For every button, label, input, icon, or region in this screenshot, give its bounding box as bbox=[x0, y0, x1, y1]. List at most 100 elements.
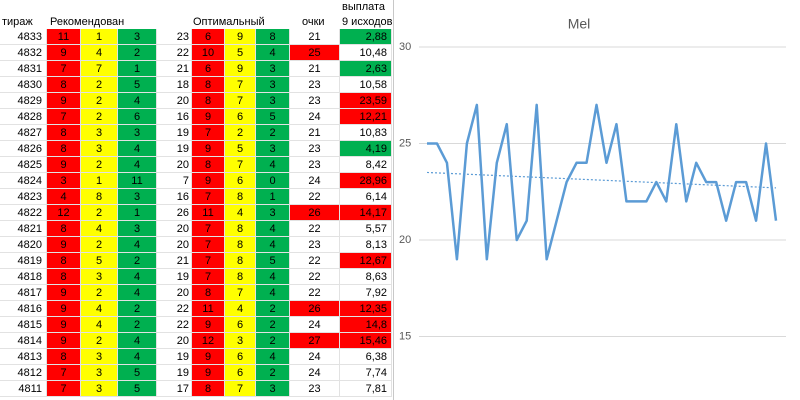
optimal-cell: 8 bbox=[256, 29, 290, 45]
points-cell: 23 bbox=[290, 381, 340, 397]
recommended-cell: 3 bbox=[118, 29, 157, 45]
recommended-cell: 2 bbox=[81, 237, 118, 253]
optimal-cell: 8 bbox=[192, 381, 225, 397]
recommended-cell: 4 bbox=[118, 285, 157, 301]
draw-number: 4816 bbox=[0, 301, 47, 317]
sum-cell: 18 bbox=[157, 77, 192, 93]
recommended-cell: 9 bbox=[47, 93, 81, 109]
sum-cell: 22 bbox=[157, 317, 192, 333]
recommended-cell: 4 bbox=[81, 221, 118, 237]
points-cell: 23 bbox=[290, 237, 340, 253]
optimal-cell: 8 bbox=[192, 157, 225, 173]
draw-number: 4813 bbox=[0, 349, 47, 365]
draw-number: 4830 bbox=[0, 77, 47, 93]
optimal-cell: 9 bbox=[192, 173, 225, 189]
recommended-cell: 2 bbox=[81, 205, 118, 221]
data-line bbox=[427, 103, 778, 261]
draw-number: 4822 bbox=[0, 205, 47, 221]
recommended-cell: 3 bbox=[81, 349, 118, 365]
recommended-cell: 2 bbox=[118, 253, 157, 269]
header: Рекомендован bbox=[50, 16, 125, 28]
recommended-cell: 7 bbox=[47, 61, 81, 77]
optimal-cell: 3 bbox=[256, 205, 290, 221]
header: 9 исходов bbox=[342, 16, 393, 28]
recommended-cell: 9 bbox=[47, 317, 81, 333]
optimal-cell: 3 bbox=[256, 141, 290, 157]
sum-cell: 16 bbox=[157, 189, 192, 205]
header: очки bbox=[302, 16, 325, 28]
payout-cell: 28,96 bbox=[340, 173, 392, 189]
recommended-cell: 2 bbox=[81, 77, 118, 93]
sum-cell: 26 bbox=[157, 205, 192, 221]
draw-number: 4828 bbox=[0, 109, 47, 125]
payout-cell: 10,48 bbox=[340, 45, 392, 61]
sum-cell: 20 bbox=[157, 237, 192, 253]
header: Оптимальный bbox=[193, 16, 265, 28]
payout-cell: 14,17 bbox=[340, 205, 392, 221]
optimal-cell: 12 bbox=[192, 333, 225, 349]
recommended-cell: 3 bbox=[118, 189, 157, 205]
recommended-cell: 8 bbox=[47, 269, 81, 285]
recommended-cell: 8 bbox=[47, 349, 81, 365]
points-cell: 22 bbox=[290, 221, 340, 237]
sum-cell: 20 bbox=[157, 93, 192, 109]
points-cell: 22 bbox=[290, 269, 340, 285]
points-cell: 23 bbox=[290, 93, 340, 109]
recommended-cell: 5 bbox=[118, 77, 157, 93]
points-cell: 25 bbox=[290, 45, 340, 61]
recommended-cell: 2 bbox=[118, 45, 157, 61]
optimal-cell: 7 bbox=[192, 189, 225, 205]
recommended-cell: 2 bbox=[118, 301, 157, 317]
optimal-cell: 9 bbox=[192, 141, 225, 157]
optimal-cell: 7 bbox=[225, 381, 256, 397]
recommended-cell: 4 bbox=[118, 269, 157, 285]
draw-number: 4812 bbox=[0, 365, 47, 381]
payout-cell: 7,92 bbox=[340, 285, 392, 301]
recommended-cell: 9 bbox=[47, 285, 81, 301]
header: тираж bbox=[2, 16, 33, 28]
recommended-cell: 1 bbox=[81, 173, 118, 189]
draw-number: 4815 bbox=[0, 317, 47, 333]
optimal-cell: 9 bbox=[192, 109, 225, 125]
points-cell: 22 bbox=[290, 189, 340, 205]
recommended-cell: 4 bbox=[118, 157, 157, 173]
payout-cell: 15,46 bbox=[340, 333, 392, 349]
points-cell: 24 bbox=[290, 365, 340, 381]
recommended-cell: 4 bbox=[47, 189, 81, 205]
optimal-cell: 7 bbox=[225, 93, 256, 109]
optimal-cell: 7 bbox=[192, 269, 225, 285]
draw-number: 4826 bbox=[0, 141, 47, 157]
optimal-cell: 7 bbox=[192, 237, 225, 253]
optimal-cell: 3 bbox=[256, 61, 290, 77]
optimal-cell: 3 bbox=[256, 77, 290, 93]
payout-cell: 7,81 bbox=[340, 381, 392, 397]
recommended-cell: 9 bbox=[47, 157, 81, 173]
optimal-cell: 8 bbox=[192, 285, 225, 301]
payout-cell: 10,58 bbox=[340, 77, 392, 93]
draw-number: 4811 bbox=[0, 381, 47, 397]
optimal-cell: 5 bbox=[256, 109, 290, 125]
recommended-cell: 4 bbox=[81, 317, 118, 333]
optimal-cell: 8 bbox=[192, 77, 225, 93]
optimal-cell: 6 bbox=[192, 29, 225, 45]
draw-number: 4833 bbox=[0, 29, 47, 45]
optimal-cell: 10 bbox=[192, 45, 225, 61]
payout-cell: 12,35 bbox=[340, 301, 392, 317]
recommended-cell: 12 bbox=[47, 205, 81, 221]
recommended-cell: 7 bbox=[47, 109, 81, 125]
payout-cell: 5,57 bbox=[340, 221, 392, 237]
recommended-cell: 3 bbox=[118, 221, 157, 237]
points-cell: 23 bbox=[290, 157, 340, 173]
points-cell: 23 bbox=[290, 77, 340, 93]
recommended-cell: 8 bbox=[47, 253, 81, 269]
optimal-cell: 2 bbox=[256, 365, 290, 381]
recommended-cell: 8 bbox=[47, 77, 81, 93]
recommended-cell: 1 bbox=[118, 205, 157, 221]
sum-cell: 22 bbox=[157, 45, 192, 61]
sum-cell: 23 bbox=[157, 29, 192, 45]
payout-cell: 12,21 bbox=[340, 109, 392, 125]
optimal-cell: 8 bbox=[225, 237, 256, 253]
points-cell: 22 bbox=[290, 253, 340, 269]
draw-number: 4829 bbox=[0, 93, 47, 109]
optimal-cell: 7 bbox=[192, 221, 225, 237]
